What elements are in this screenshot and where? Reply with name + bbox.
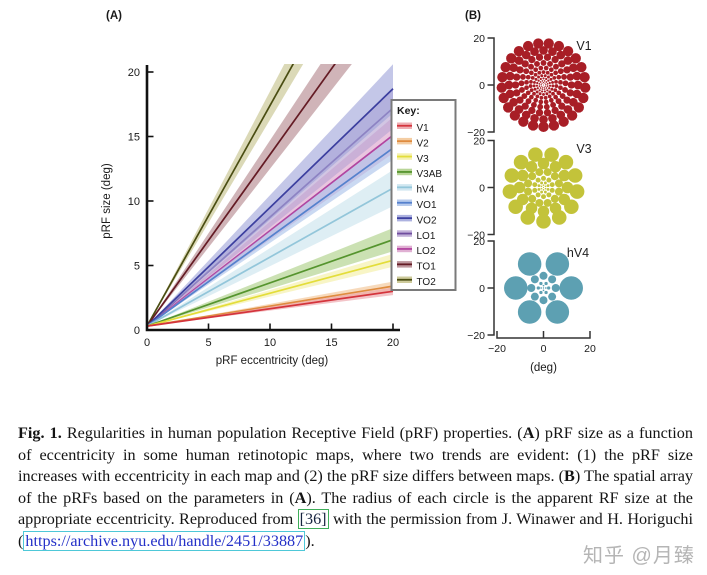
svg-text:20: 20 (128, 67, 140, 79)
key-entry-TO2: TO2 (397, 276, 437, 288)
series-TO1 (147, 64, 352, 327)
key-entry-LO1: LO1 (397, 230, 436, 242)
svg-text:LO2: LO2 (417, 246, 436, 257)
svg-text:V3AB: V3AB (417, 169, 443, 180)
svg-text:10: 10 (128, 196, 140, 208)
svg-text:0: 0 (144, 337, 150, 349)
panel-b-label: (B) (465, 10, 481, 22)
svg-text:VO1: VO1 (417, 200, 437, 211)
map-label-hV4: hV4 (567, 246, 589, 260)
prf-array-V3: 20 0 −20 V3 (467, 136, 592, 242)
svg-text:TO1: TO1 (417, 262, 437, 273)
svg-text:0: 0 (479, 183, 485, 195)
svg-text:V2: V2 (417, 138, 430, 149)
y-axis-label: pRF size (deg) (101, 163, 113, 239)
caption-text: B (564, 467, 575, 486)
panel-b-circles: 20 0 −20 V1 20 0 −20 V3 20 0 −20 hV4 −20 0 20 (deg) (467, 33, 596, 374)
svg-text:−20: −20 (467, 127, 485, 139)
series-V2 (147, 281, 394, 327)
key-entry-TO1: TO1 (397, 261, 436, 273)
svg-text:−20: −20 (488, 343, 506, 355)
key-entry-V3AB: V3AB (397, 168, 443, 180)
map-label-V1: V1 (576, 39, 591, 53)
svg-text:Key:: Key: (397, 105, 420, 117)
panel-b-x-axis: −20 0 20 (deg) (488, 331, 596, 374)
caption-text: with the permission from J. Winawer and … (18, 510, 693, 550)
svg-text:0: 0 (479, 80, 485, 92)
svg-text:20: 20 (473, 33, 485, 45)
caption-text: A (294, 488, 307, 507)
svg-text:0: 0 (479, 283, 485, 295)
svg-text:20: 20 (387, 337, 399, 349)
series-VO1 (147, 136, 394, 327)
svg-text:V3: V3 (417, 154, 430, 165)
svg-text:hV4: hV4 (417, 185, 435, 196)
svg-text:10: 10 (264, 337, 276, 349)
caption-text: ). (305, 531, 315, 550)
svg-text:0: 0 (134, 325, 140, 337)
map-label-V3: V3 (576, 142, 591, 156)
svg-text:TO2: TO2 (417, 277, 437, 288)
series-TO2 (147, 64, 304, 327)
key-entry-V2: V2 (397, 137, 430, 149)
svg-text:15: 15 (325, 337, 337, 349)
svg-text:5: 5 (205, 337, 211, 349)
caption-text: A (522, 424, 535, 442)
series-V1 (147, 287, 394, 327)
caption-text: Fig. 1. (18, 424, 62, 442)
key-entry-VO1: VO1 (397, 199, 437, 211)
prf-array-hV4: 20 0 −20 hV4 (467, 236, 589, 342)
figure-caption: Fig. 1. Regularities in human population… (18, 423, 693, 553)
caption-text: ). The radius of each circle is the appa… (18, 488, 693, 529)
figure-panels: 0 5 10 15 20 0 5 10 15 20 pRF eccentricity (deg) pR… (101, 10, 596, 374)
svg-text:20: 20 (473, 136, 485, 148)
svg-text:20: 20 (473, 236, 485, 248)
series-V3AB (147, 228, 394, 327)
panel-b-x-axis-label: (deg) (530, 362, 557, 374)
svg-text:5: 5 (134, 261, 140, 273)
svg-text:V1: V1 (417, 123, 430, 134)
caption-url-link[interactable]: https://archive.nyu.edu/handle/2451/3388… (23, 530, 306, 551)
key-entry-V3: V3 (397, 153, 429, 165)
x-axis-label: pRF eccentricity (deg) (216, 355, 329, 367)
series-VO2 (147, 64, 394, 327)
caption-citation-link[interactable]: [36] (297, 509, 329, 530)
svg-text:VO2: VO2 (417, 215, 437, 226)
panel-a-chart: 0 5 10 15 20 0 5 10 15 20 pRF eccentricity (deg) pR… (101, 64, 457, 367)
key-entry-LO2: LO2 (397, 245, 436, 257)
key-box: Key: V1 V2 V3 V3AB hV4 VO1 VO2 LO1 LO2 TO1 TO2 (390, 99, 457, 291)
panel-a-label: (A) (106, 10, 122, 22)
key-entry-V1: V1 (397, 122, 430, 134)
svg-text:0: 0 (541, 343, 547, 355)
series-hV4 (147, 170, 394, 327)
watermark: 知乎 @月臻 (583, 545, 695, 567)
series-V3 (147, 253, 394, 327)
svg-text:−20: −20 (467, 230, 485, 242)
svg-text:−20: −20 (467, 330, 485, 342)
caption-text: ) pRF size as a function of eccentricity… (18, 424, 693, 486)
svg-text:20: 20 (584, 343, 596, 355)
caption-text: Regularities in human population Recepti… (61, 424, 523, 442)
svg-text:15: 15 (128, 132, 140, 144)
prf-figure-svg: 0 5 10 15 20 0 5 10 15 20 pRF eccentricity (deg) pR… (101, 33, 596, 374)
key-entry-hV4: hV4 (397, 184, 435, 196)
prf-array-V1: 20 0 −20 V1 (467, 33, 592, 139)
svg-text:LO1: LO1 (417, 231, 436, 242)
key-entry-VO2: VO2 (397, 214, 437, 226)
caption-text: ) The spatial array of the pRFs based on… (18, 467, 694, 507)
